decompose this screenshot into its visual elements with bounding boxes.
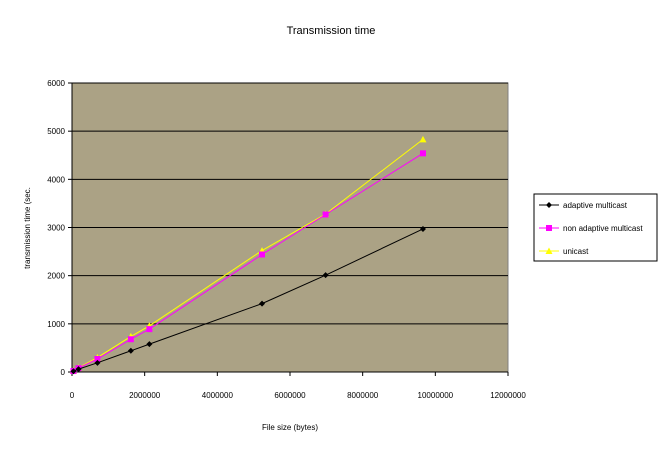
series-adaptive-multicast	[70, 225, 426, 375]
y-axis-label: transmission time (sec.	[23, 187, 32, 269]
legend-item: unicast	[539, 247, 589, 256]
legend: adaptive multicast non adaptive multicast…	[533, 193, 658, 262]
x-tick-label: 10000000	[418, 391, 454, 400]
data-point	[259, 300, 266, 307]
y-tick-label: 5000	[47, 127, 65, 136]
legend-label: unicast	[563, 247, 589, 256]
x-tick-label: 8000000	[347, 391, 379, 400]
data-point	[419, 135, 427, 143]
y-tick-label: 1000	[47, 320, 65, 329]
x-tick-label: 4000000	[202, 391, 234, 400]
x-tick-label: 12000000	[490, 391, 526, 400]
y-tick-label: 6000	[47, 79, 65, 88]
data-point	[419, 150, 426, 157]
data-point	[94, 355, 101, 362]
data-point	[75, 366, 82, 373]
y-axis: 0 1000 2000 3000 4000 5000 6000	[47, 79, 73, 377]
x-axis-label: File size (bytes)	[262, 423, 318, 432]
data-point	[127, 336, 134, 343]
legend-label: adaptive multicast	[563, 201, 628, 210]
data-point	[259, 251, 266, 258]
x-tick-label: 6000000	[274, 391, 306, 400]
legend-marker	[546, 225, 552, 231]
series-line	[73, 228, 424, 372]
data-point	[322, 272, 329, 279]
legend-marker	[546, 202, 552, 208]
data-point	[322, 211, 329, 218]
series-line	[73, 152, 424, 372]
data-point	[419, 225, 426, 232]
data-point	[70, 368, 77, 375]
x-axis: 0 2000000 4000000 6000000 8000000 10000000 120…	[70, 371, 526, 400]
gridlines	[72, 82, 508, 325]
y-tick-label: 3000	[47, 224, 65, 233]
x-tick-label: 2000000	[129, 391, 161, 400]
series-group	[69, 135, 427, 375]
legend-marker	[545, 247, 553, 254]
chart-title: Transmission time	[287, 25, 376, 37]
legend-item: adaptive multicast	[539, 201, 628, 210]
data-point	[146, 341, 153, 348]
legend-item: non adaptive multicast	[539, 224, 643, 233]
legend-label: non adaptive multicast	[563, 224, 643, 233]
y-tick-label: 4000	[47, 175, 65, 184]
data-point	[127, 347, 134, 354]
data-point	[146, 326, 153, 333]
data-point	[94, 359, 101, 366]
y-tick-label: 2000	[47, 272, 65, 281]
x-tick-label: 0	[70, 391, 75, 400]
series-line	[73, 139, 424, 372]
y-tick-label: 0	[61, 368, 66, 377]
